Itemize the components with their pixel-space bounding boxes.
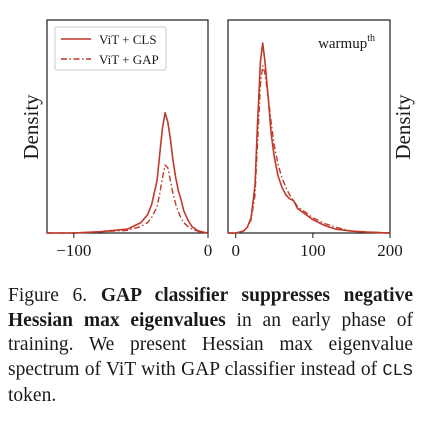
right-plot-frame	[227, 19, 391, 234]
legend: ViT + CLS ViT + GAP	[54, 26, 167, 71]
left-x-tick-label: 0	[204, 241, 213, 260]
left-x-tick-label: −100	[56, 241, 91, 260]
legend-label-cls: ViT + CLS	[99, 32, 157, 47]
caption-code: CLS	[382, 361, 413, 381]
right-x-tick-label: 200	[377, 241, 403, 260]
right-series-group	[228, 42, 391, 234]
left-series-group	[47, 112, 209, 234]
figure-caption: Figure 6. GAP classifier suppresses nega…	[8, 284, 413, 409]
caption-body: in an early phase of training. We presen…	[8, 309, 414, 380]
warmup-annotation: warmupth	[318, 33, 375, 52]
left-plot-frame	[46, 19, 209, 234]
caption-body-end: token.	[8, 385, 57, 406]
right-x-tick-label: 0	[231, 241, 240, 260]
caption-title: GAP classifier suppresses negative Hessi…	[8, 285, 413, 331]
left-series-vit-gap-line	[47, 164, 209, 234]
right-ylabel: Density	[391, 94, 415, 160]
figure-area: −100 0 Density ViT + CLS ViT + GAP 0 100 20…	[19, 19, 415, 260]
left-panel: −100 0 Density ViT + CLS ViT + GAP	[19, 19, 212, 260]
left-series-vit-cls-line	[47, 112, 209, 234]
right-y-axis-label: Density	[391, 94, 415, 160]
legend-label-gap: ViT + GAP	[99, 52, 159, 67]
right-panel: 0 100 200 Density warmupth	[227, 19, 415, 260]
left-y-axis-label: Density	[19, 94, 43, 160]
right-series-vit-gap-line	[228, 65, 391, 234]
left-ylabel: Density	[19, 94, 43, 160]
right-series-vit-cls-line	[228, 42, 391, 234]
caption-label: Figure 6.	[8, 285, 88, 306]
right-x-tick-label: 100	[300, 241, 326, 260]
left-x-ticks: −100 0	[56, 233, 212, 260]
right-x-ticks: 0 100 200	[231, 233, 403, 260]
